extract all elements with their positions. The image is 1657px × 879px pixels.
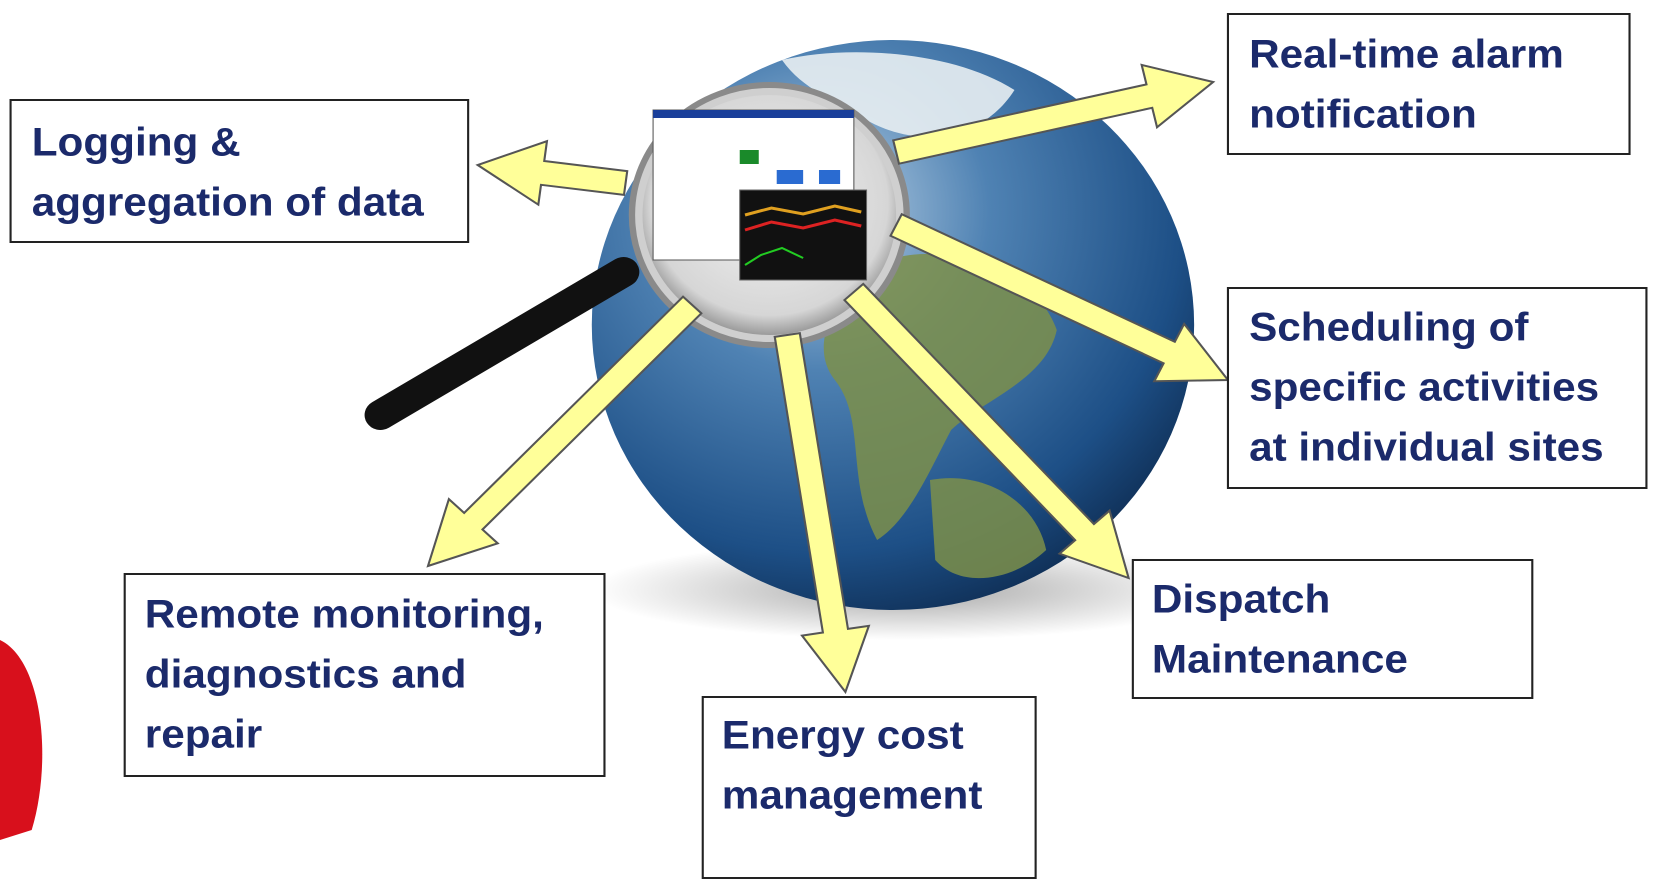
- screenshot-block: [776, 170, 804, 184]
- node-label: Remote monitoring,: [145, 592, 544, 637]
- logo-fragment: [0, 640, 43, 840]
- node-label: at individual sites: [1249, 425, 1604, 470]
- node: Real-time alarm notification: [1226, 13, 1631, 155]
- screenshot-line: [744, 204, 862, 217]
- globe-land: [929, 478, 1047, 579]
- node-label: Energy cost: [722, 713, 964, 758]
- node-label: diagnostics and: [145, 652, 467, 697]
- node: Logging & aggregation of data: [9, 99, 470, 243]
- node-box: [701, 696, 1037, 879]
- screenshot-chart: [739, 189, 868, 281]
- node-label: Scheduling of: [1249, 305, 1529, 350]
- node-box: [1226, 287, 1648, 489]
- arrow: [773, 332, 871, 695]
- boxes: Logging & aggregation of data Real-time al…: [9, 13, 1648, 879]
- node-box: [1226, 13, 1631, 155]
- screenshot-titlebar: [653, 110, 854, 118]
- arrow: [842, 282, 1131, 580]
- node: Energy cost management: [701, 696, 1037, 879]
- arrow: [889, 212, 1231, 383]
- node-label: notification: [1249, 92, 1477, 137]
- screenshot-block: [818, 170, 841, 184]
- node-label: repair: [145, 712, 262, 757]
- node: Dispatch Maintenance: [1131, 559, 1534, 699]
- screenshot-block: [739, 150, 759, 164]
- node-label: Real-time alarm: [1249, 32, 1564, 77]
- node-box: [1131, 559, 1534, 699]
- node-label: Logging &: [32, 120, 241, 165]
- node-label: Maintenance: [1152, 637, 1408, 682]
- arrow: [426, 295, 703, 568]
- node: Scheduling of specific activities at indiv…: [1226, 287, 1648, 489]
- node-label: management: [722, 773, 983, 818]
- arrow: [475, 139, 629, 207]
- arrow: [891, 63, 1216, 165]
- magnifier-handle: [364, 257, 640, 430]
- node-label: aggregation of data: [32, 180, 425, 225]
- node-box: [123, 573, 606, 777]
- node-box: [9, 99, 470, 243]
- screenshot-line: [744, 246, 804, 266]
- globe-ice: [782, 52, 1015, 137]
- node-label: specific activities: [1249, 365, 1599, 410]
- node-label: Dispatch: [1152, 577, 1330, 622]
- screenshot-line: [744, 218, 862, 232]
- arrows: [426, 63, 1231, 695]
- node: Remote monitoring, diagnostics and repair: [123, 573, 606, 777]
